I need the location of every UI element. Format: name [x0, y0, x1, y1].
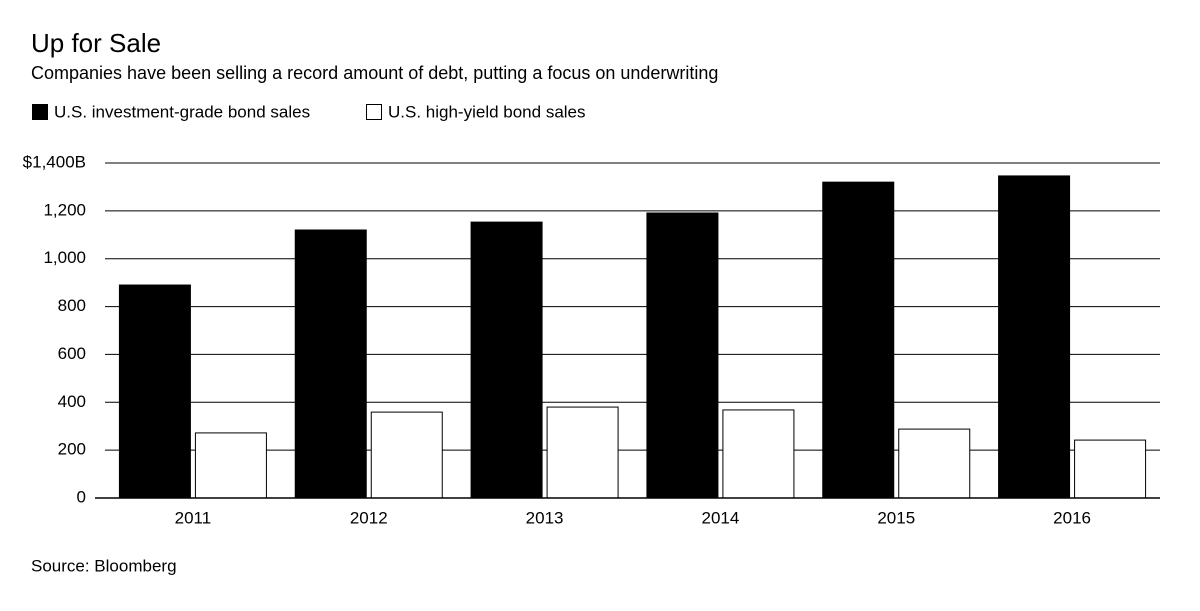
legend-swatch: [366, 104, 382, 120]
bar: [294, 229, 367, 499]
y-tick-label: 600: [58, 344, 86, 363]
source: Source: Bloomberg: [31, 556, 177, 575]
bar: [194, 432, 267, 499]
bar: [722, 409, 795, 499]
y-tick-label: 400: [58, 392, 86, 411]
bar: [546, 406, 619, 499]
x-tick-label: 2013: [526, 508, 564, 527]
y-tick-label: 1,000: [43, 248, 86, 267]
y-tick-label: 0: [77, 487, 86, 506]
bar: [646, 212, 719, 499]
bar: [822, 181, 895, 499]
chart-title: Up for Sale: [31, 28, 161, 58]
y-tick-label: 1,200: [43, 200, 86, 219]
bar: [470, 221, 543, 499]
bar: [1074, 439, 1147, 499]
bar: [998, 175, 1071, 499]
y-tick-label: 200: [58, 440, 86, 459]
chart-subtitle: Companies have been selling a record amo…: [31, 63, 718, 83]
bar: [118, 284, 191, 499]
y-tick-label: $1,400B: [23, 152, 86, 171]
y-tick-label: 800: [58, 296, 86, 315]
x-tick-label: 2011: [175, 508, 212, 527]
x-tick-label: 2016: [1053, 508, 1091, 527]
bar: [370, 411, 443, 499]
x-tick-label: 2014: [702, 508, 740, 527]
x-tick-label: 2015: [877, 508, 915, 527]
legend-swatch: [32, 104, 48, 120]
x-tick-label: 2012: [350, 508, 388, 527]
bar: [898, 428, 971, 499]
legend-label: U.S. investment-grade bond sales: [54, 102, 310, 121]
legend-label: U.S. high-yield bond sales: [388, 102, 586, 121]
